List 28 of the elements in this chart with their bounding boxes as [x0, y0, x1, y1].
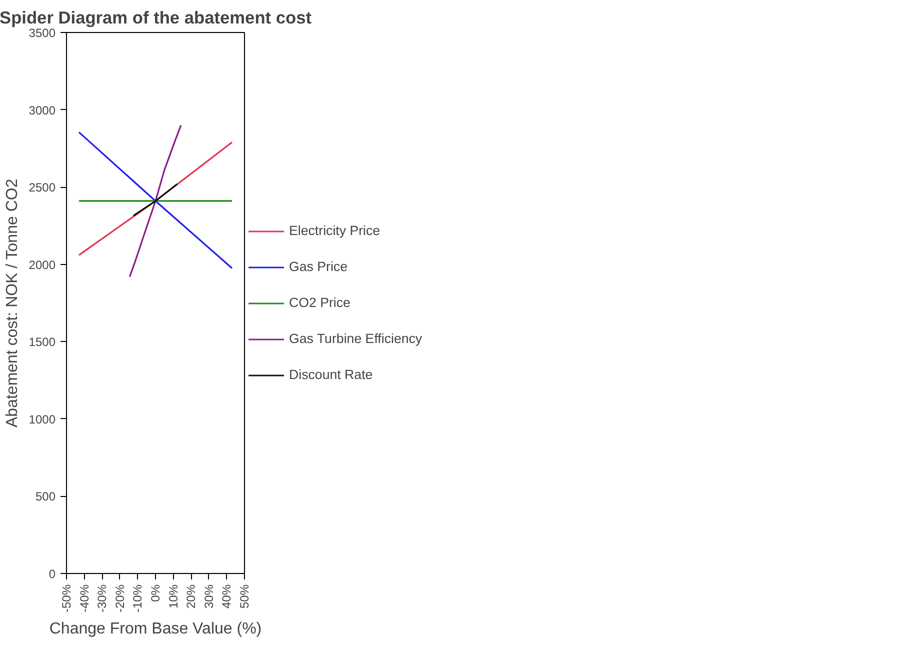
line-series	[128, 124, 182, 278]
x-tick-label: -40%	[77, 584, 92, 613]
x-tick-label: -50%	[60, 584, 74, 613]
legend-label: CO2 Price	[289, 295, 352, 310]
y-tick-label: 0	[48, 567, 56, 581]
legend-label: Discount Rate	[289, 367, 374, 382]
y-tick-label: 1500	[28, 335, 56, 350]
y-tick-label: 500	[35, 490, 56, 504]
legend-label: Electricity Price	[289, 223, 382, 238]
y-tick-label: 1000	[28, 412, 56, 426]
y-tick-label: 2000	[28, 258, 56, 272]
chart-title: Spider Diagram of the abatement cost	[0, 8, 312, 28]
y-tick-label: 3500	[28, 26, 56, 40]
x-tick-label: 0%	[148, 584, 162, 602]
x-tick-label: 40%	[220, 584, 234, 609]
y-axis-title: Abatement cost: NOK / Tonne CO2	[4, 178, 21, 428]
x-tick-label: 10%	[166, 584, 180, 609]
x-tick-label: -20%	[112, 584, 127, 613]
y-tick-label: 2500	[28, 180, 56, 195]
y-tick-label: 3000	[28, 103, 56, 118]
legend-label: Gas Price	[289, 259, 349, 274]
x-tick-label: 30%	[202, 584, 216, 609]
x-tick-label: -30%	[95, 584, 110, 613]
x-tick-label: 50%	[238, 584, 252, 609]
x-tick-label: 20%	[184, 584, 198, 609]
legend-label: Gas Turbine Efficiency	[289, 331, 422, 346]
x-tick-label: -10%	[130, 584, 145, 613]
x-axis-title: Change From Base Value (%)	[49, 620, 262, 638]
